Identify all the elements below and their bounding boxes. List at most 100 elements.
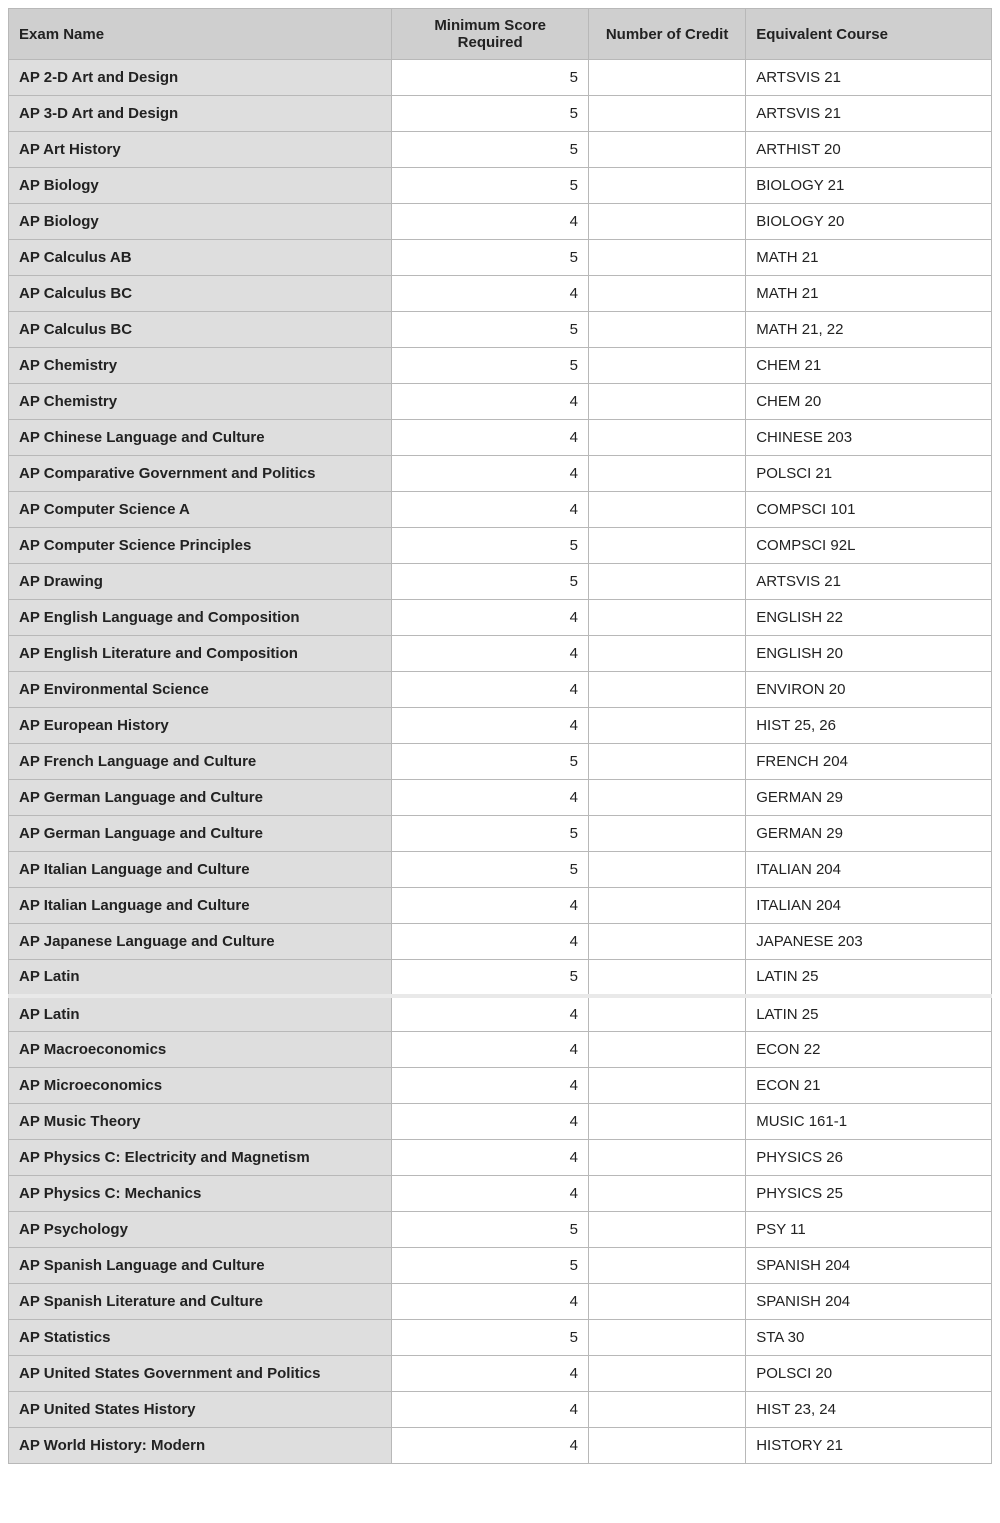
cell-score: 5 <box>392 132 589 168</box>
cell-equiv: ITALIAN 204 <box>746 852 992 888</box>
table-row: AP German Language and Culture5GERMAN 29 <box>9 816 992 852</box>
cell-score: 4 <box>392 600 589 636</box>
cell-score: 4 <box>392 492 589 528</box>
cell-exam: AP Art History <box>9 132 392 168</box>
cell-equiv: STA 30 <box>746 1320 992 1356</box>
cell-credit <box>588 528 745 564</box>
cell-credit <box>588 1284 745 1320</box>
cell-exam: AP Chemistry <box>9 384 392 420</box>
cell-equiv: HIST 25, 26 <box>746 708 992 744</box>
cell-exam: AP Physics C: Mechanics <box>9 1176 392 1212</box>
cell-equiv: CHEM 20 <box>746 384 992 420</box>
cell-exam: AP 3-D Art and Design <box>9 96 392 132</box>
table-row: AP Statistics5STA 30 <box>9 1320 992 1356</box>
cell-credit <box>588 1212 745 1248</box>
cell-score: 4 <box>392 1140 589 1176</box>
cell-score: 4 <box>392 1356 589 1392</box>
cell-score: 4 <box>392 1068 589 1104</box>
cell-exam: AP Spanish Literature and Culture <box>9 1284 392 1320</box>
table-row: AP United States Government and Politics… <box>9 1356 992 1392</box>
cell-score: 4 <box>392 420 589 456</box>
cell-score: 4 <box>392 1104 589 1140</box>
cell-exam: AP Latin <box>9 960 392 996</box>
table-row: AP Psychology5PSY 11 <box>9 1212 992 1248</box>
cell-credit <box>588 924 745 960</box>
cell-score: 5 <box>392 96 589 132</box>
table-row: AP World History: Modern4HISTORY 21 <box>9 1428 992 1464</box>
cell-credit <box>588 168 745 204</box>
cell-exam: AP Calculus AB <box>9 240 392 276</box>
cell-equiv: MUSIC 161-1 <box>746 1104 992 1140</box>
cell-equiv: CHEM 21 <box>746 348 992 384</box>
cell-score: 4 <box>392 1284 589 1320</box>
cell-equiv: PHYSICS 26 <box>746 1140 992 1176</box>
cell-equiv: SPANISH 204 <box>746 1284 992 1320</box>
cell-exam: AP German Language and Culture <box>9 816 392 852</box>
cell-credit <box>588 384 745 420</box>
table-row: AP Chinese Language and Culture4CHINESE … <box>9 420 992 456</box>
cell-exam: AP World History: Modern <box>9 1428 392 1464</box>
cell-equiv: ITALIAN 204 <box>746 888 992 924</box>
cell-score: 5 <box>392 960 589 996</box>
cell-equiv: BIOLOGY 21 <box>746 168 992 204</box>
table-row: AP Macroeconomics4ECON 22 <box>9 1032 992 1068</box>
cell-exam: AP Chinese Language and Culture <box>9 420 392 456</box>
cell-credit <box>588 240 745 276</box>
cell-equiv: MATH 21, 22 <box>746 312 992 348</box>
cell-exam: AP English Language and Composition <box>9 600 392 636</box>
cell-equiv: COMPSCI 101 <box>746 492 992 528</box>
cell-score: 5 <box>392 348 589 384</box>
cell-exam: AP Computer Science Principles <box>9 528 392 564</box>
cell-exam: AP Biology <box>9 204 392 240</box>
cell-credit <box>588 960 745 996</box>
cell-credit <box>588 780 745 816</box>
cell-score: 5 <box>392 1212 589 1248</box>
table-row: AP Biology4BIOLOGY 20 <box>9 204 992 240</box>
cell-score: 4 <box>392 276 589 312</box>
table-row: AP 3-D Art and Design5ARTSVIS 21 <box>9 96 992 132</box>
col-header-exam: Exam Name <box>9 9 392 60</box>
table-row: AP Calculus AB5MATH 21 <box>9 240 992 276</box>
cell-score: 5 <box>392 528 589 564</box>
cell-exam: AP Comparative Government and Politics <box>9 456 392 492</box>
cell-credit <box>588 1320 745 1356</box>
cell-exam: AP 2-D Art and Design <box>9 60 392 96</box>
cell-equiv: ARTHIST 20 <box>746 132 992 168</box>
cell-credit <box>588 744 745 780</box>
cell-equiv: FRENCH 204 <box>746 744 992 780</box>
cell-exam: AP Environmental Science <box>9 672 392 708</box>
cell-exam: AP English Literature and Composition <box>9 636 392 672</box>
cell-equiv: GERMAN 29 <box>746 816 992 852</box>
cell-credit <box>588 1428 745 1464</box>
cell-score: 4 <box>392 1428 589 1464</box>
cell-exam: AP United States Government and Politics <box>9 1356 392 1392</box>
cell-score: 4 <box>392 996 589 1032</box>
cell-credit <box>588 420 745 456</box>
cell-exam: AP Calculus BC <box>9 312 392 348</box>
table-row: AP Physics C: Electricity and Magnetism4… <box>9 1140 992 1176</box>
cell-equiv: LATIN 25 <box>746 960 992 996</box>
table-row: AP Physics C: Mechanics4PHYSICS 25 <box>9 1176 992 1212</box>
cell-score: 4 <box>392 384 589 420</box>
cell-score: 5 <box>392 240 589 276</box>
cell-score: 4 <box>392 672 589 708</box>
cell-equiv: ARTSVIS 21 <box>746 60 992 96</box>
table-row: AP Art History5 ARTHIST 20 <box>9 132 992 168</box>
cell-credit <box>588 276 745 312</box>
cell-credit <box>588 1356 745 1392</box>
cell-equiv: SPANISH 204 <box>746 1248 992 1284</box>
cell-equiv: COMPSCI 92L <box>746 528 992 564</box>
cell-credit <box>588 348 745 384</box>
cell-credit <box>588 672 745 708</box>
table-row: AP Spanish Language and Culture5SPANISH … <box>9 1248 992 1284</box>
cell-score: 4 <box>392 708 589 744</box>
cell-equiv: ENVIRON 20 <box>746 672 992 708</box>
table-row: AP Spanish Literature and Culture4 SPANIS… <box>9 1284 992 1320</box>
ap-credit-table: Exam Name Minimum Score Required Number … <box>8 8 992 1464</box>
cell-credit <box>588 1248 745 1284</box>
cell-equiv: LATIN 25 <box>746 996 992 1032</box>
cell-exam: AP Music Theory <box>9 1104 392 1140</box>
table-row: AP Chemistry4 CHEM 20 <box>9 384 992 420</box>
cell-credit <box>588 600 745 636</box>
table-row: AP Music Theory4 MUSIC 161-1 <box>9 1104 992 1140</box>
